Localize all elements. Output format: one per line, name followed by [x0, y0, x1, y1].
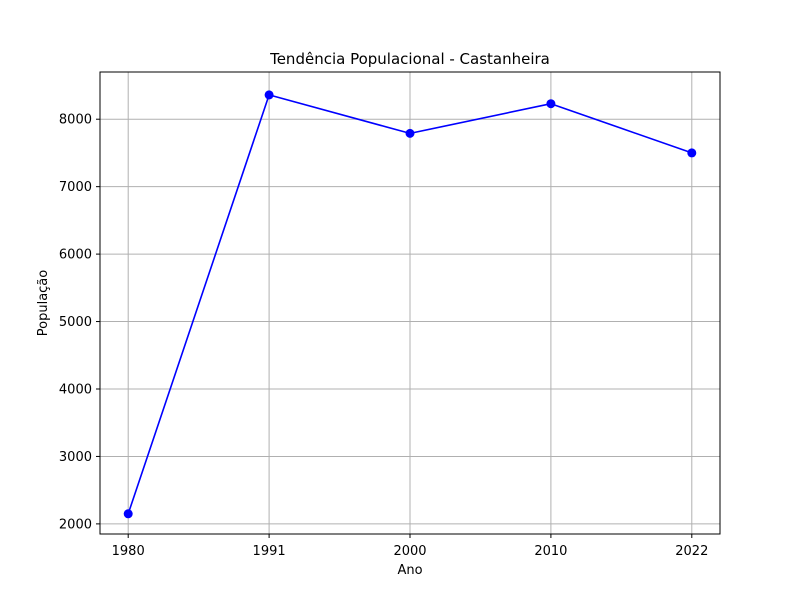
- data-point-marker: [546, 99, 556, 109]
- grid-lines: [100, 72, 720, 534]
- data-point-marker: [264, 90, 274, 100]
- y-tick-label: 7000: [59, 180, 92, 195]
- data-point-marker: [123, 509, 133, 519]
- data-point-marker: [405, 128, 415, 138]
- axis-ticks: 1980 1991 2000 2010 2022 2000 3000 4000 5000 6000…: [59, 113, 708, 559]
- x-tick-label: 1991: [253, 544, 286, 559]
- y-tick-label: 4000: [59, 382, 92, 397]
- y-tick-label: 5000: [59, 315, 92, 330]
- chart-title: Tendência Populacional - Castanheira: [269, 50, 550, 68]
- x-tick-label: 2000: [393, 544, 426, 559]
- y-tick-label: 2000: [59, 517, 92, 532]
- x-tick-label: 2022: [675, 544, 708, 559]
- x-tick-label: 2010: [534, 544, 567, 559]
- data-point-marker: [687, 148, 697, 158]
- y-tick-label: 8000: [59, 113, 92, 128]
- y-axis-label: População: [36, 270, 51, 337]
- x-tick-label: 1980: [112, 544, 145, 559]
- y-tick-label: 6000: [59, 248, 92, 263]
- y-tick-label: 3000: [59, 450, 92, 465]
- data-series: [123, 90, 697, 519]
- x-axis-label: Ano: [397, 563, 422, 578]
